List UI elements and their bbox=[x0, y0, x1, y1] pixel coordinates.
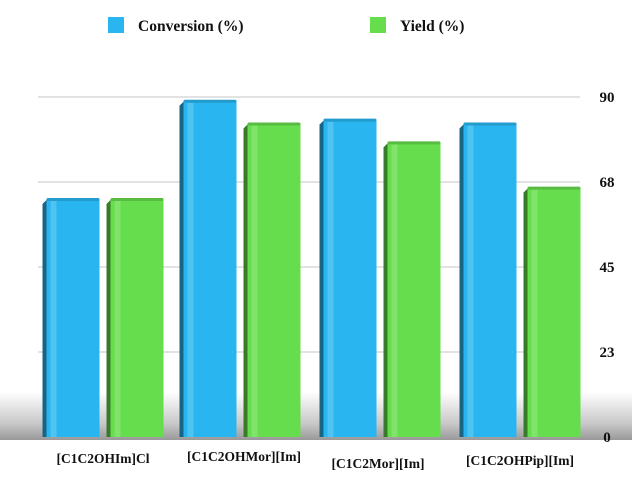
legend-swatch bbox=[370, 17, 386, 33]
x-tick-label: [C1C2OHMor][Im] bbox=[187, 449, 301, 464]
floor-base bbox=[0, 440, 632, 473]
bar-yield bbox=[106, 198, 164, 437]
y-tick-label: 45 bbox=[600, 260, 615, 276]
legend-label: Yield (%) bbox=[400, 18, 464, 35]
bar-yield bbox=[523, 186, 581, 437]
x-tick-label: [C1C2OHPip][Im] bbox=[466, 453, 574, 468]
y-tick-label: 90 bbox=[600, 90, 615, 106]
y-tick-label: 68 bbox=[600, 175, 615, 191]
x-tick-label: [C1C2OHIm]Cl bbox=[57, 451, 150, 466]
bars bbox=[42, 99, 581, 438]
x-tick-label: [C1C2Mor][Im] bbox=[332, 456, 425, 471]
legend: Conversion (%) Yield (%) bbox=[108, 17, 464, 35]
y-tick-label: 0 bbox=[603, 430, 611, 446]
bar-yield bbox=[383, 141, 441, 438]
legend-swatch bbox=[108, 17, 124, 33]
bar-conversion bbox=[459, 122, 517, 437]
legend-item: Yield (%) bbox=[370, 17, 464, 35]
bar-conversion bbox=[42, 198, 100, 437]
legend-label: Conversion (%) bbox=[138, 18, 243, 35]
y-tick-label: 23 bbox=[600, 345, 615, 361]
bar-yield bbox=[243, 122, 301, 437]
bar-conversion bbox=[319, 118, 377, 438]
x-axis-ticks: [C1C2OHIm]Cl [C1C2OHMor][Im] [C1C2Mor][Im]… bbox=[57, 449, 575, 471]
y-axis-ticks: 0 23 45 68 90 bbox=[600, 90, 615, 446]
bar-conversion bbox=[179, 99, 237, 438]
legend-item: Conversion (%) bbox=[108, 17, 243, 35]
